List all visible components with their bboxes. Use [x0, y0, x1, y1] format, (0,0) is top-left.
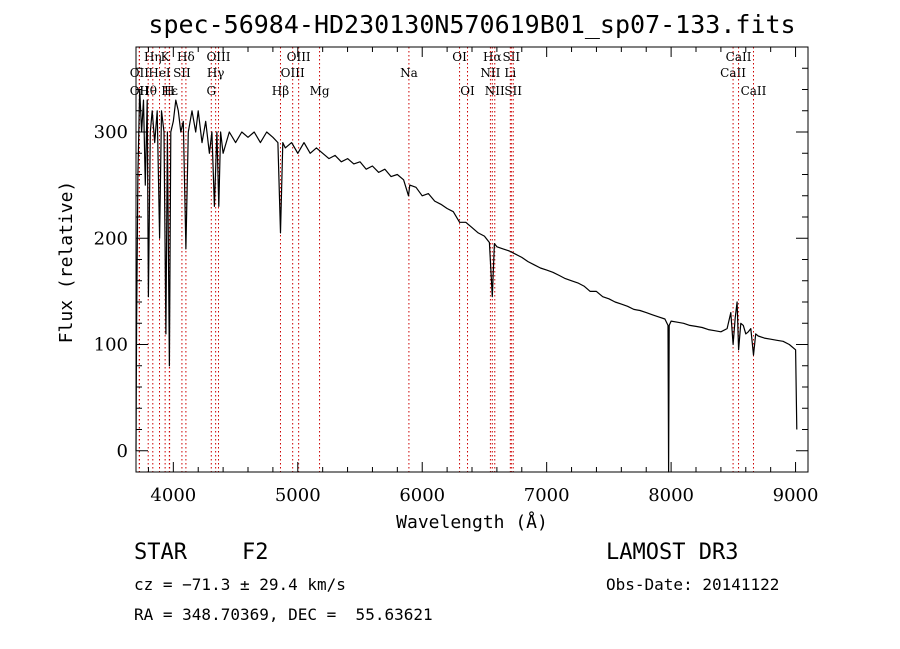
spectral-line-label: SII	[173, 66, 191, 80]
spectral-line-label: OII	[130, 66, 150, 80]
spectral-line-label: SII	[504, 84, 522, 98]
spectrum-line	[135, 88, 798, 473]
spectral-line-label: NII	[485, 84, 505, 98]
plot-frame	[135, 46, 809, 473]
spectral-line-label: Li	[504, 66, 516, 80]
observation-date: Obs-Date: 20141122	[606, 575, 780, 594]
spectral-line-label: OIII	[281, 66, 305, 80]
redshift-velocity: cz = −71.3 ± 29.4 km/s	[134, 575, 346, 594]
sky-coordinates: RA = 348.70369, DEC = 55.63621	[134, 605, 433, 624]
spectral-line-label: HeI	[148, 66, 171, 80]
y-axis-label: Flux (relative)	[56, 181, 77, 344]
y-tick-label: 300	[94, 122, 128, 143]
y-tick-label: 100	[94, 335, 128, 356]
x-axis-ticks: 4000 5000 6000 7000 8000 9000	[147, 47, 819, 506]
spectral-line-label: OIII	[287, 50, 311, 64]
spectral-line-label: Hγ	[207, 66, 225, 80]
chart-title: spec-56984-HD230130N570619B01_sp07-133.f…	[148, 10, 795, 39]
y-tick-label: 200	[94, 228, 128, 249]
y-axis-ticks: 0 100 200 300	[94, 67, 808, 473]
spectral-line-label: CaII	[720, 66, 746, 80]
spectral-line-label: Mg	[310, 84, 330, 98]
survey-name: LAMOST DR3	[606, 540, 739, 565]
spectral-line-label: Hδ	[177, 50, 195, 64]
spectral-line-label: Hθ	[139, 84, 157, 98]
spectral-line-label: H	[164, 84, 174, 98]
spectral-line-label: SII	[502, 50, 520, 64]
spectral-line-label: Hη	[144, 50, 162, 64]
spectral-line-label: OIII	[206, 50, 230, 64]
spectral-line-label: OI	[460, 84, 475, 98]
spectral-line-label: Hα	[483, 50, 502, 64]
x-axis-label: Wavelength (Å)	[396, 511, 548, 533]
object-class: STAR	[134, 540, 187, 565]
spectral-line-label: Na	[400, 66, 418, 80]
spectral-line-label: CaII	[741, 84, 767, 98]
x-tick-label: 5000	[275, 485, 321, 506]
spectral-line-label: K	[161, 50, 171, 64]
spectral-line-label: Hβ	[272, 84, 289, 98]
spectrum-series	[135, 88, 798, 473]
object-subclass: F2	[242, 540, 269, 565]
x-tick-label: 9000	[773, 485, 819, 506]
x-tick-label: 7000	[524, 485, 570, 506]
x-tick-label: 8000	[648, 485, 694, 506]
spectral-line-label: OI	[452, 50, 467, 64]
x-tick-label: 6000	[399, 485, 445, 506]
y-tick-label: 0	[117, 441, 128, 462]
spectral-line-label: G	[206, 84, 216, 98]
spectral-line-label: CaII	[726, 50, 752, 64]
x-tick-label: 4000	[150, 485, 196, 506]
spectral-line-label: NII	[480, 66, 500, 80]
